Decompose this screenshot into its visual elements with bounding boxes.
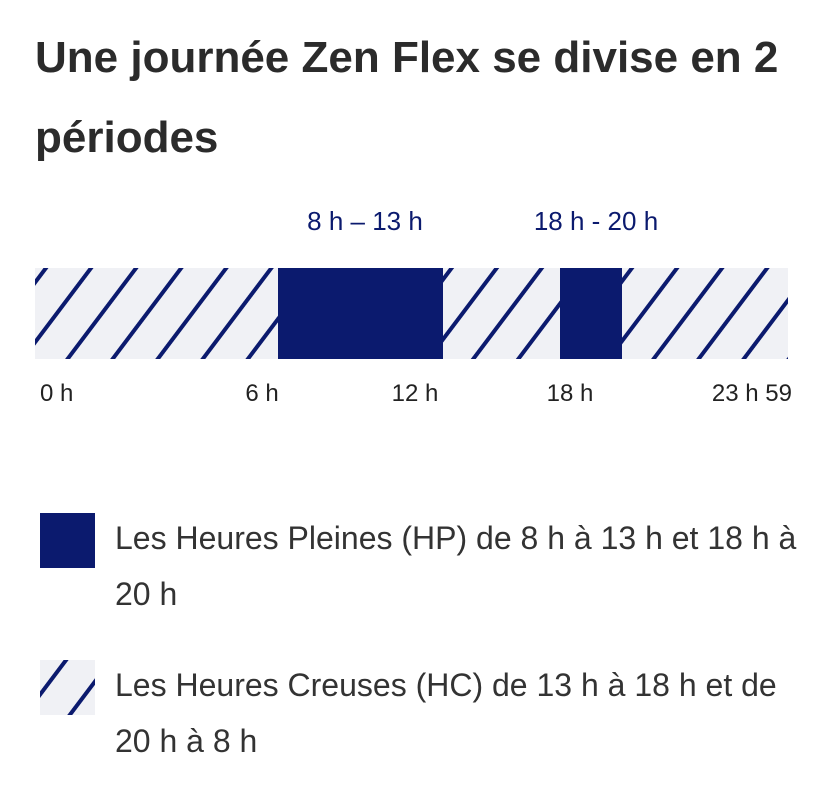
axis-label: 0 h [40,380,74,407]
axis-label: 6 h [245,380,279,407]
period-label: 18 h - 20 h [533,206,659,236]
legend-label: Les Heures Creuses (HC) de 13 h à 18 h e… [115,667,777,759]
axis-label: 18 h [546,380,594,407]
legend-swatch-offpeak [40,660,95,715]
period-label: 8 h – 13 h [307,206,423,236]
legend-label: Les Heures Pleines (HP) de 8 h à 13 h et… [115,520,797,612]
legend-swatch-peak [40,513,95,568]
peak-block [560,268,622,359]
axis-label: 12 h [391,380,439,407]
peak-block [278,268,443,359]
axis-label: 23 h 59 [711,380,792,407]
title: Une journée Zen Flex se divise en 2 péri… [35,33,779,162]
